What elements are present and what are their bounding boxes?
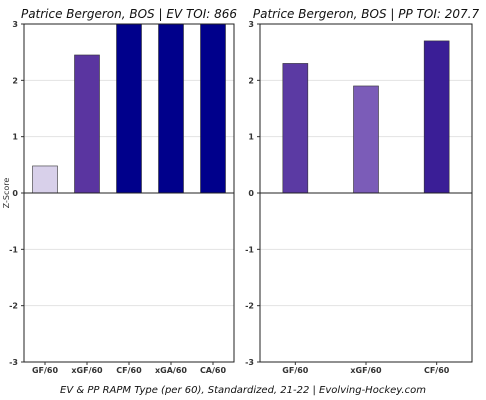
y-tick-label: 3 [248,20,254,29]
y-tick-label: -1 [245,245,254,254]
bar-xgf-per-60 [74,54,100,194]
y-tick-label: 3 [12,20,18,29]
y-axis-label: Z-Score [2,178,11,209]
bar-cf-per-60 [423,40,450,194]
x-tick-label: xGF/60 [71,366,103,375]
bar-xgf-per-60 [353,85,379,194]
bar-gf-per-60 [32,165,58,194]
y-tick-label: -1 [9,245,18,254]
bar-cf-per-60 [116,23,142,194]
x-tick-label: xGA/60 [155,366,187,375]
x-tick-label: GF/60 [32,366,59,375]
y-tick-label: 0 [248,189,254,198]
y-tick-label: -2 [245,302,254,311]
y-tick-label: 2 [12,76,18,85]
figure-caption: EV & PP RAPM Type (per 60), Standardized… [60,385,426,396]
y-tick-label: -3 [245,358,254,367]
bar-ca-per-60 [200,23,226,194]
x-tick-label: xGF/60 [350,366,382,375]
x-tick-label: CF/60 [424,366,450,375]
x-tick-label: CF/60 [116,366,142,375]
x-tick-label: CA/60 [200,366,227,375]
y-tick-label: 2 [248,76,254,85]
x-tick-label: GF/60 [282,366,309,375]
y-tick-label: 1 [248,133,254,142]
y-tick-label: -2 [9,302,18,311]
y-tick-label: 0 [12,189,18,198]
panel-title: Patrice Bergeron, BOS | PP TOI: 207.7 [253,7,480,21]
bar-gf-per-60 [282,63,309,194]
y-tick-label: -3 [9,358,18,367]
bar-xga-per-60 [158,23,184,194]
panel-title: Patrice Bergeron, BOS | EV TOI: 866 [21,7,237,21]
y-tick-label: 1 [12,133,18,142]
